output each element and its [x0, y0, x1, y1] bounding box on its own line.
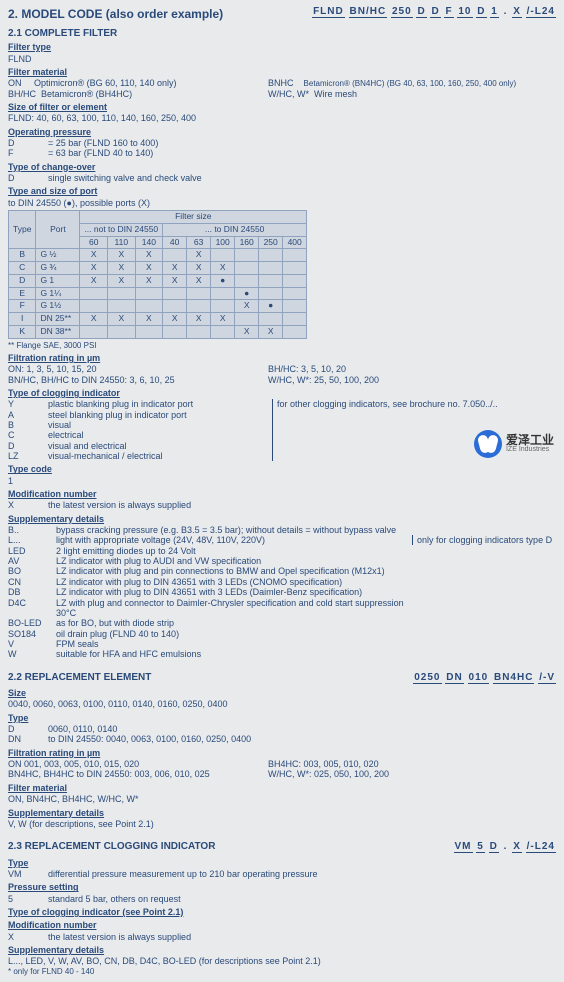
mod23-rows: Xthe latest version is always supplied — [8, 932, 556, 942]
supp-rows: B..bypass cracking pressure (e.g. B3.5 =… — [8, 525, 408, 659]
port-note: to DIN 24550 (●), possible ports (X) — [8, 198, 556, 208]
filt22-row-2: BN4HC, BH4HC to DIN 24550: 003, 006, 010… — [8, 769, 556, 779]
mod23-title: Modification number — [8, 920, 556, 930]
filtration-row-2: BN/HC, BH/HC to DIN 24550: 3, 6, 10, 25W… — [8, 375, 556, 385]
supp22-value: V, W (for descriptions, see Point 2.1) — [8, 819, 556, 829]
filtration-title: Filtration rating in µm — [8, 353, 556, 363]
supp-side-note: only for clogging indicators type D — [412, 535, 552, 545]
model-code-3: VM 5 D . X /-L24 — [308, 841, 556, 853]
mat22-title: Filter material — [8, 783, 556, 793]
op-pressure-title: Operating pressure — [8, 127, 556, 137]
press23-rows: 5standard 5 bar, others on request — [8, 894, 556, 904]
clog23-title: Type of clogging indicator (see Point 2.… — [8, 907, 556, 917]
size22-value: 0040, 0060, 0063, 0100, 0110, 0140, 0160… — [8, 699, 556, 709]
supp22-title: Supplementary details — [8, 808, 556, 818]
op-pressure-rows: D= 25 bar (FLND 160 to 400) F= 63 bar (F… — [8, 138, 556, 159]
mat22-value: ON, BN4HC, BH4HC, W/HC, W* — [8, 794, 556, 804]
supp23-title: Supplementary details — [8, 945, 556, 955]
brand-logo: 爱泽工业 IZE Industries — [474, 430, 554, 458]
section-2-3: 2.3 REPLACEMENT CLOGGING INDICATOR — [8, 841, 308, 853]
filtration-row-1: ON: 1, 3, 5, 10, 15, 20BH/HC: 3, 5, 10, … — [8, 364, 556, 374]
section-2-1: 2.1 COMPLETE FILTER — [8, 28, 556, 40]
changeover-rows: Dsingle switching valve and check valve — [8, 173, 556, 183]
type22-rows: D0060, 0110, 0140 DNto DIN 24550: 0040, … — [8, 724, 556, 745]
typecode-title: Type code — [8, 464, 556, 474]
model-code-2: 0250 DN 010 BN4HC /-V — [268, 672, 556, 684]
filt22-title: Filtration rating in µm — [8, 748, 556, 758]
modnum-rows: Xthe latest version is always supplied — [8, 500, 556, 510]
filter-material-row-1: ON Optimicron® (BG 60, 110, 140 only) BN… — [8, 78, 556, 88]
section-2-2: 2.2 REPLACEMENT ELEMENT — [8, 672, 268, 684]
filter-type-title: Filter type — [8, 42, 556, 52]
supp23-footnote: * only for FLND 40 - 140 — [8, 967, 556, 976]
port-table: Type Port Filter size ... not to DIN 245… — [8, 210, 307, 339]
port-title: Type and size of port — [8, 186, 556, 196]
page-title: 2. MODEL CODE (also order example) — [8, 8, 268, 22]
type22-title: Type — [8, 713, 556, 723]
logo-icon — [474, 430, 502, 458]
changeover-title: Type of change-over — [8, 162, 556, 172]
size-value: FLND: 40, 60, 63, 100, 110, 140, 160, 25… — [8, 113, 556, 123]
filter-type-value: FLND — [8, 54, 556, 64]
press23-title: Pressure setting — [8, 882, 556, 892]
size22-title: Size — [8, 688, 556, 698]
modnum-title: Modification number — [8, 489, 556, 499]
filter-material-row-2: BH/HC Betamicron® (BH4HC) W/HC, W* Wire … — [8, 89, 556, 99]
filt22-row-1: ON 001, 003, 005, 010, 015, 020BH4HC: 00… — [8, 759, 556, 769]
type23-title: Type — [8, 858, 556, 868]
size-title: Size of filter or element — [8, 102, 556, 112]
filter-material-title: Filter material — [8, 67, 556, 77]
logo-subtext: IZE Industries — [506, 446, 554, 454]
clog-rows: Yplastic blanking plug in indicator port… — [8, 399, 268, 461]
typecode-value: 1 — [8, 476, 556, 486]
logo-text: 爱泽工业 — [506, 434, 554, 446]
supp23-value: L..., LED, V, W, AV, BO, CN, DB, D4C, BO… — [8, 956, 556, 966]
port-footnote: ** Flange SAE, 3000 PSI — [8, 341, 556, 350]
clog-side-note: for other clogging indicators, see broch… — [272, 399, 498, 461]
clog-title: Type of clogging indicator — [8, 388, 556, 398]
type23-rows: VMdifferential pressure measurement up t… — [8, 869, 556, 879]
model-code-1: FLND BN/HC 250 D D F 10 D 1 . X /-L24 — [268, 6, 556, 22]
supp-title: Supplementary details — [8, 514, 556, 524]
